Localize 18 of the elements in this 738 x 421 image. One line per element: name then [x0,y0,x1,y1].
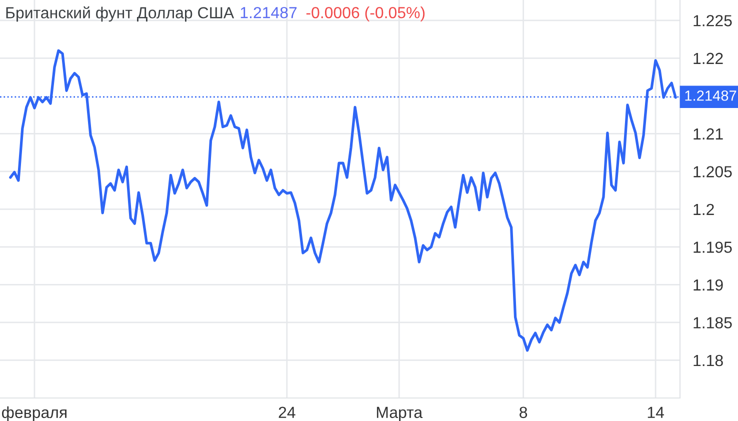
x-tick-label: 8 [520,406,528,418]
y-tick-label: 1.195 [694,242,732,253]
annotation: -0.0006 (-0.05%) [306,6,425,22]
x-tick-label: 24 [278,406,296,418]
chart-title: Британский фунт Доллар США [6,6,234,22]
y-tick-label: 1.18 [694,354,723,366]
y-tick-label: 1.19 [694,279,723,291]
chart-subtitle: 1.21487 [240,6,297,18]
y-tick-label: 1.225 [694,15,732,26]
x-tick-label: Марта [376,406,423,421]
y-tick-label: 1.22 [694,52,723,64]
x-tick-label: февраля [2,406,66,421]
y-tick-label: 1.21 [694,128,723,140]
y-tick-label: 1.185 [694,317,732,328]
y-tick-label: 1.2 [694,204,714,215]
ref-line-label: 1.21487 [685,90,736,101]
y-tick-label: 1.205 [694,166,732,178]
x-tick-label: 14 [648,406,664,418]
